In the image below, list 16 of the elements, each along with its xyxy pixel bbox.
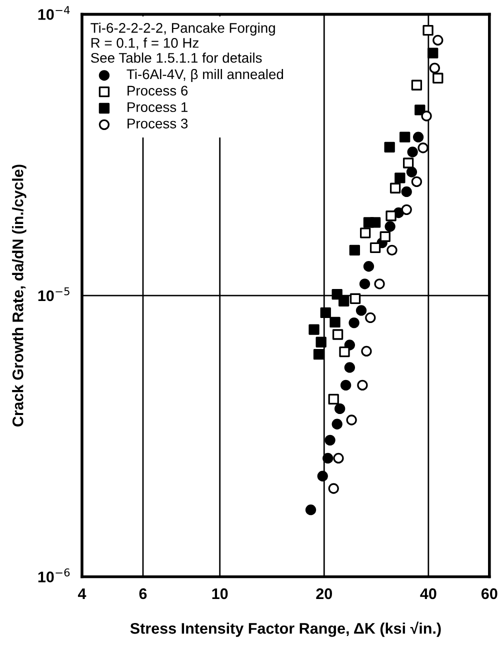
- x-tick-label: 20: [316, 588, 332, 600]
- x-axis-title: Stress Intensity Factor Range, ΔK (ksi √in.): [130, 622, 441, 637]
- x-tick-label: 6: [139, 588, 147, 600]
- x-tick-label: 60: [481, 588, 498, 600]
- x-tick-label: 40: [420, 588, 436, 600]
- x-tick-label: 10: [212, 588, 228, 600]
- y-axis-title: Crack Growth Rate, da/dN (in./cycle): [12, 164, 26, 427]
- x-tick-label: 4: [78, 588, 86, 599]
- y-tick-label: 10$^{−6}$: [38, 568, 70, 582]
- legend-label: Ti-6Al-4V, β mill annealed: [126, 68, 284, 82]
- y-tick-label: 10$^{−5}$: [38, 287, 70, 302]
- y-tick-label: 10$^{−4}$: [38, 6, 70, 20]
- legend-label: Process 6: [128, 86, 188, 96]
- legend-label: Process 1: [128, 102, 188, 112]
- legend-title: Ti-6-2-2-2-2, Pancake Forging R = 0.1, f = 10 Hz See Table 1.5.1.1 for details: [90, 22, 275, 63]
- legend-label: Process 3: [128, 118, 188, 128]
